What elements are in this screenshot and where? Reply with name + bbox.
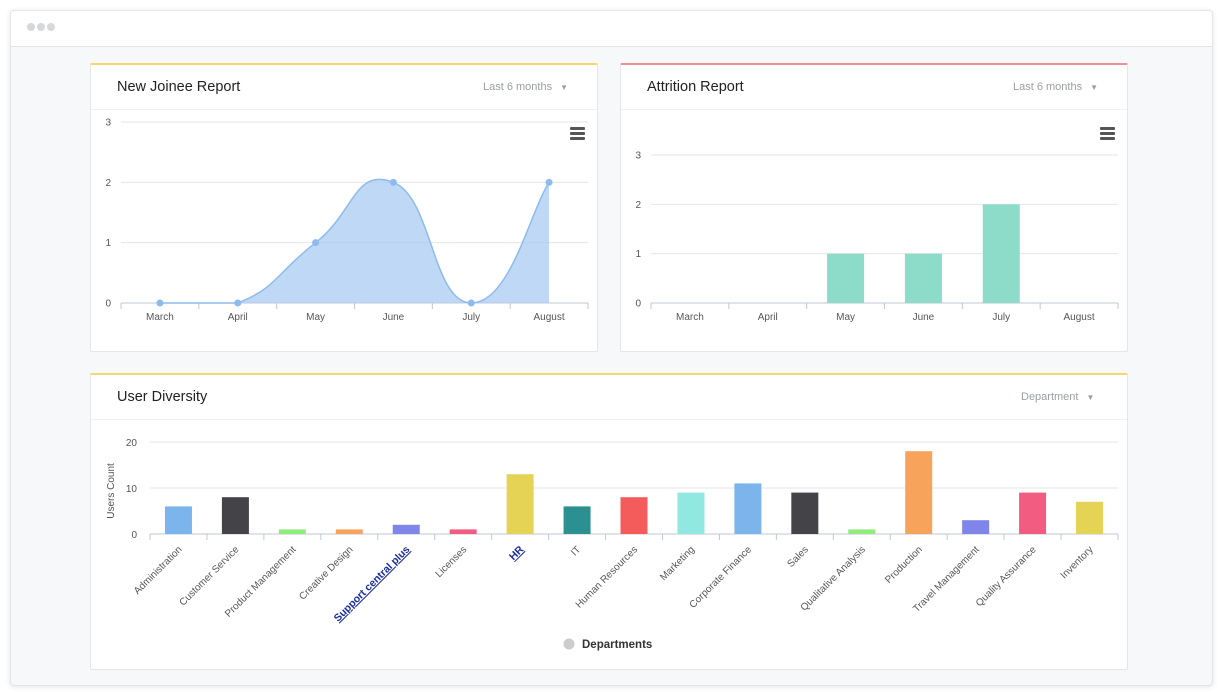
data-point bbox=[389, 178, 397, 186]
chevron-down-icon: ▼ bbox=[1086, 393, 1095, 402]
bar bbox=[791, 492, 819, 534]
legend-item[interactable]: Departments bbox=[582, 639, 652, 651]
department-dropdown[interactable]: Department ▼ bbox=[1021, 391, 1094, 403]
app-window: New Joinee Report Last 6 months ▼ 0 1 2 3 Mar… bbox=[10, 10, 1213, 686]
y-tick-label: 1 bbox=[105, 238, 111, 249]
department-dropdown-label: Department bbox=[1021, 391, 1079, 403]
bar bbox=[982, 204, 1020, 303]
x-tick-label: Inventory bbox=[1059, 544, 1096, 581]
chevron-down-icon: ▼ bbox=[1090, 83, 1099, 92]
x-tick-label: Sales bbox=[785, 544, 810, 569]
x-tick-label: June bbox=[383, 312, 405, 323]
bar bbox=[1076, 501, 1104, 534]
data-point bbox=[156, 299, 164, 307]
y-axis-title: Users Count bbox=[106, 463, 117, 519]
attrition-chart: 0 1 2 3 March April May June July August bbox=[635, 151, 1119, 323]
y-tick-label: 3 bbox=[105, 118, 111, 129]
x-tick-label: Corporate Finance bbox=[688, 544, 755, 611]
window-dot-icon bbox=[37, 23, 45, 31]
x-tick-label: August bbox=[1064, 312, 1095, 323]
y-tick-label: 0 bbox=[131, 530, 137, 541]
chart-menu-icon[interactable] bbox=[1100, 127, 1115, 140]
data-point bbox=[312, 239, 320, 247]
x-tick-link[interactable]: HR bbox=[507, 543, 527, 563]
period-dropdown[interactable]: Last 6 months ▼ bbox=[1013, 81, 1098, 93]
data-point bbox=[234, 299, 242, 307]
y-tick-label: 20 bbox=[126, 438, 138, 449]
bar bbox=[392, 524, 420, 534]
period-dropdown-label: Last 6 months bbox=[483, 81, 553, 93]
x-tick-label: Marketing bbox=[658, 544, 697, 583]
y-tick-label: 0 bbox=[635, 299, 641, 310]
bar bbox=[904, 253, 942, 303]
window-dot-icon bbox=[47, 23, 55, 31]
bar bbox=[962, 520, 990, 534]
bar bbox=[164, 506, 192, 534]
bar bbox=[677, 492, 705, 534]
bar bbox=[335, 529, 363, 534]
x-tick-label: Human Resources bbox=[574, 544, 640, 610]
x-tick-label: April bbox=[228, 312, 248, 323]
window-titlebar bbox=[11, 11, 1212, 47]
window-dot-icon bbox=[27, 23, 35, 31]
x-tick-label: July bbox=[992, 312, 1010, 323]
chart-menu-icon[interactable] bbox=[570, 127, 585, 140]
x-tick-label: June bbox=[913, 312, 935, 323]
y-tick-label: 0 bbox=[105, 299, 111, 310]
new-joinee-card: New Joinee Report Last 6 months ▼ 0 1 2 3 Mar… bbox=[90, 63, 598, 352]
bar bbox=[1019, 492, 1047, 534]
data-point bbox=[467, 299, 475, 307]
x-tick-label: Creative Design bbox=[297, 544, 355, 602]
bar bbox=[734, 483, 762, 534]
x-tick-label: IT bbox=[569, 544, 583, 558]
x-tick-label: March bbox=[676, 312, 704, 323]
x-tick-label: Qualitative Analysis bbox=[799, 544, 868, 613]
data-point bbox=[545, 178, 553, 186]
x-tick-label: May bbox=[306, 312, 325, 323]
legend-marker bbox=[563, 638, 575, 650]
bar bbox=[506, 474, 534, 534]
area-fill bbox=[159, 179, 550, 303]
y-tick-label: 2 bbox=[105, 178, 111, 189]
y-tick-label: 2 bbox=[635, 200, 641, 211]
bar bbox=[278, 529, 306, 534]
x-tick-label: Customer Service bbox=[178, 544, 242, 608]
y-tick-label: 1 bbox=[635, 249, 641, 260]
x-tick-label: July bbox=[462, 312, 480, 323]
x-tick-label: Production bbox=[883, 544, 925, 586]
card-title: Attrition Report bbox=[647, 79, 744, 95]
bar bbox=[848, 529, 876, 534]
attrition-card: Attrition Report Last 6 months ▼ 0 1 2 3 Marc… bbox=[620, 63, 1128, 352]
bar bbox=[221, 497, 249, 534]
x-tick-label: August bbox=[534, 312, 565, 323]
x-tick-label: Licenses bbox=[434, 544, 470, 580]
card-title: User Diversity bbox=[117, 389, 208, 405]
bar bbox=[449, 529, 477, 534]
x-tick-label: Quality Assurance bbox=[974, 544, 1039, 609]
y-tick-label: 10 bbox=[126, 484, 138, 495]
x-tick-label: Administration bbox=[132, 544, 185, 597]
user-diversity-card: User Diversity Department ▼ 0 10 20 Users Co… bbox=[90, 373, 1128, 670]
period-dropdown-label: Last 6 months bbox=[1013, 81, 1083, 93]
period-dropdown[interactable]: Last 6 months ▼ bbox=[483, 81, 568, 93]
x-tick-label: April bbox=[758, 312, 778, 323]
chevron-down-icon: ▼ bbox=[560, 83, 569, 92]
bar bbox=[905, 451, 933, 534]
x-tick-label: May bbox=[836, 312, 855, 323]
x-tick-label: March bbox=[146, 312, 174, 323]
y-tick-label: 3 bbox=[635, 151, 641, 162]
card-header: User Diversity Department ▼ bbox=[91, 375, 1127, 420]
card-header: Attrition Report Last 6 months ▼ bbox=[621, 65, 1127, 110]
bar bbox=[563, 506, 591, 534]
new-joinee-chart: 0 1 2 3 March April May June July August bbox=[105, 118, 589, 323]
bar bbox=[827, 253, 865, 303]
card-header: New Joinee Report Last 6 months ▼ bbox=[91, 65, 597, 110]
card-title: New Joinee Report bbox=[117, 79, 241, 95]
bar bbox=[620, 497, 648, 534]
